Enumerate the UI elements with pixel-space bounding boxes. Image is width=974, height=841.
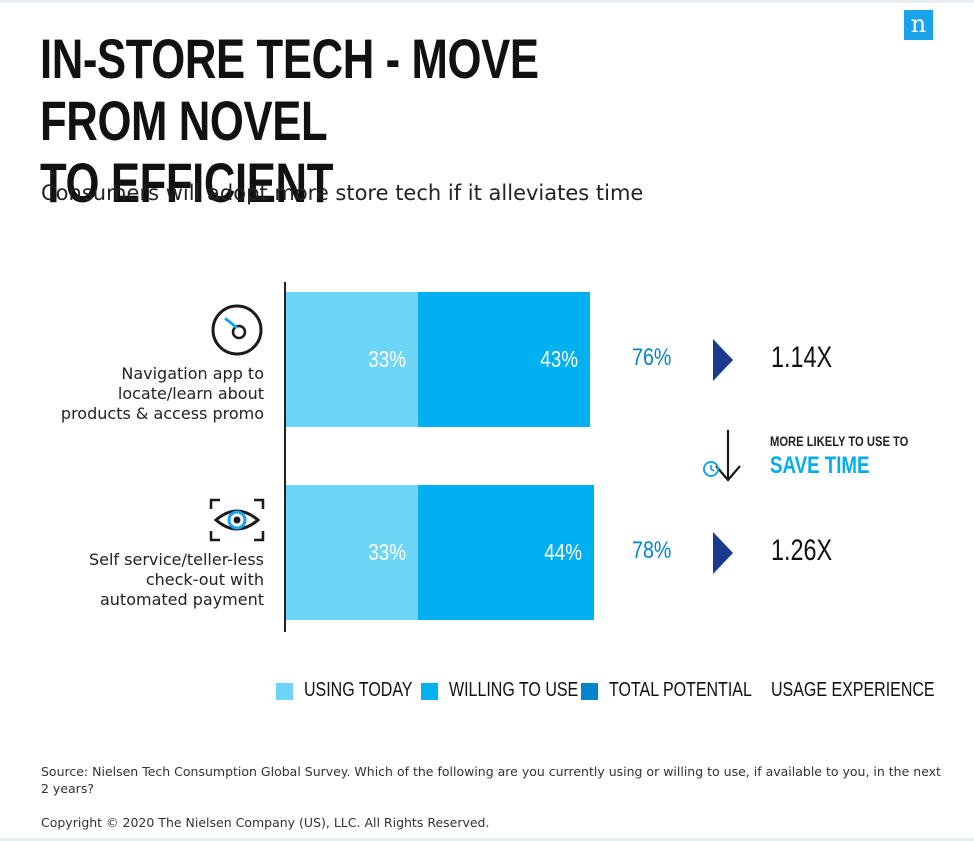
- usage-experience-navigation: 1.14X: [771, 341, 833, 374]
- copyright: Copyright © 2020 The Nielsen Company (US…: [41, 815, 490, 830]
- eye-scan-icon: [209, 498, 265, 542]
- annotation-line-2: SAVE TIME: [770, 452, 870, 479]
- legend-label: WILLING TO USE: [449, 679, 579, 701]
- play-arrow-icon: [713, 532, 733, 574]
- legend-label: USAGE EXPERIENCE: [771, 679, 935, 701]
- total-potential-self-service: 78%: [632, 537, 672, 564]
- data-label-willing-to-use-self-service: 44%: [544, 539, 582, 565]
- bar-willing-to-use-self-service: [418, 485, 594, 620]
- bar-using-today-self-service: [286, 485, 418, 620]
- annotation-line-1: MORE LIKELY TO USE TO: [770, 433, 909, 449]
- bar-willing-to-use-navigation: [418, 292, 590, 427]
- legend-swatch: [581, 683, 598, 700]
- category-text: Self service/teller-less check-out with au…: [88, 550, 264, 609]
- category-text: Navigation app to locate/learn about produ…: [60, 364, 264, 423]
- page-title: IN-STORE TECH - MOVE FROM NOVEL TO EFFICI…: [40, 27, 539, 214]
- total-potential-navigation: 76%: [632, 344, 672, 371]
- subtitle: Consumers will adopt more store tech if …: [41, 181, 644, 205]
- y-axis-line: [284, 282, 286, 632]
- clock-down-arrow-icon: [703, 430, 741, 482]
- top-rule: [0, 0, 974, 3]
- source-note: Source: Nielsen Tech Consumption Global …: [41, 764, 941, 796]
- legend-label: TOTAL POTENTIAL: [609, 679, 752, 701]
- data-label-using-today-self-service: 33%: [368, 539, 406, 565]
- nielsen-logo: n: [904, 10, 933, 40]
- compass-icon: [211, 304, 263, 356]
- category-label-self-service: Self service/teller-less check-out with au…: [34, 550, 264, 610]
- category-label-navigation-app: Navigation app to locate/learn about produ…: [34, 364, 264, 424]
- legend-label: USING TODAY: [304, 679, 413, 701]
- play-arrow-icon: [713, 339, 733, 381]
- data-label-willing-to-use-navigation: 43%: [540, 346, 578, 372]
- bottom-rule: [0, 838, 974, 841]
- legend-swatch: [421, 683, 438, 700]
- bar-using-today-navigation: [286, 292, 418, 427]
- data-label-using-today-navigation: 33%: [368, 346, 406, 372]
- usage-experience-self-service: 1.26X: [771, 534, 833, 567]
- legend-swatch: [276, 683, 293, 700]
